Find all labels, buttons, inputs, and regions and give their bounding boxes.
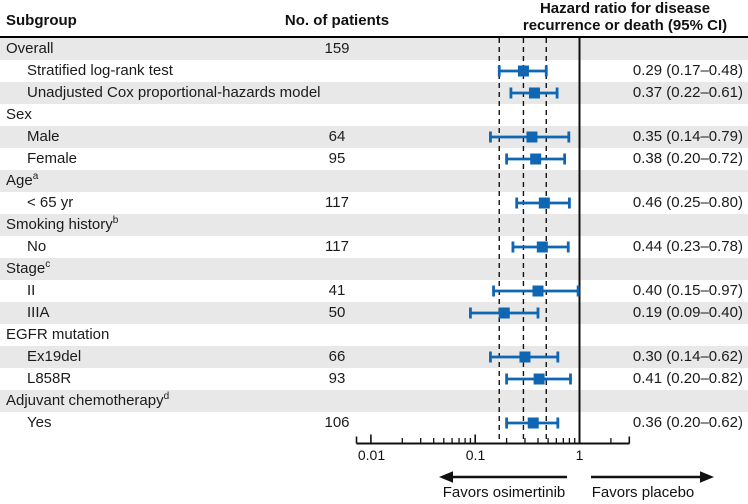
- n-patients-value: 117: [325, 194, 349, 211]
- favors-left-arrowhead: [439, 471, 453, 483]
- axis-tick-1: 1: [575, 447, 584, 463]
- hazard-ratio-ci-value: 0.46 (0.25–0.80): [632, 194, 743, 211]
- hazard-ratio-ci-value: 0.41 (0.20–0.82): [632, 370, 743, 387]
- table-row: Stratified log-rank test 0.29 (0.17–0.48): [0, 60, 748, 82]
- table-row: Ex19del 66 0.30 (0.14–0.62): [0, 346, 748, 368]
- table-row: Stagec: [0, 258, 748, 280]
- table-row: L858R 93 0.41 (0.20–0.82): [0, 368, 748, 390]
- n-patients-value: 106: [324, 414, 350, 431]
- table-row: Female 95 0.38 (0.20–0.72): [0, 148, 748, 170]
- subgroup-label: Stratified log-rank test: [27, 62, 173, 79]
- n-patients-value: 41: [328, 282, 346, 299]
- hazard-ratio-ci-value: 0.44 (0.23–0.78): [632, 238, 743, 255]
- footnote-marker: a: [32, 171, 39, 182]
- n-patients-value: 50: [328, 304, 346, 321]
- table-row: II 41 0.40 (0.15–0.97): [0, 280, 748, 302]
- table-row: Adjuvant chemotherapyd: [0, 390, 748, 412]
- hazard-ratio-ci-value: 0.30 (0.14–0.62): [632, 348, 743, 365]
- header-rule: [0, 36, 748, 38]
- footnote-marker: b: [112, 215, 119, 226]
- axis-tick-0-1: 0.1: [465, 447, 486, 463]
- subgroup-label: < 65 yr: [27, 194, 74, 211]
- hazard-ratio-ci-value: 0.37 (0.22–0.61): [632, 84, 743, 101]
- hazard-ratio-ci-value: 0.38 (0.20–0.72): [632, 150, 743, 167]
- column-header-patients: No. of patients: [284, 12, 390, 29]
- n-patients-value: 117: [325, 238, 349, 255]
- hazard-ratio-ci-value: 0.19 (0.09–0.40): [632, 304, 743, 321]
- subgroup-label: No: [27, 238, 47, 255]
- subgroup-label: IIIA: [27, 304, 50, 321]
- subgroup-label: Stagec: [6, 259, 51, 278]
- table-row: Male 64 0.35 (0.14–0.79): [0, 126, 748, 148]
- subgroup-label: Yes: [27, 414, 52, 431]
- column-header-hazard-ratio: Hazard ratio for disease recurrence or d…: [502, 0, 748, 34]
- hazard-header-line2: recurrence or death (95% CI): [522, 16, 728, 34]
- table-row: Unadjusted Cox proportional-hazards mode…: [0, 82, 748, 104]
- subgroup-label: EGFR mutation: [6, 326, 110, 343]
- favors-osimertinib-label: Favors osimertinib: [442, 484, 566, 501]
- subgroup-label: Sex: [6, 106, 32, 123]
- subgroup-label: Unadjusted Cox proportional-hazards mode…: [27, 84, 321, 101]
- table-row: No 117 0.44 (0.23–0.78): [0, 236, 748, 258]
- table-row: Smoking historyb: [0, 214, 748, 236]
- table-row: Overall 159: [0, 38, 748, 60]
- subgroup-label: Agea: [6, 171, 39, 190]
- subgroup-label: II: [27, 282, 36, 299]
- subgroup-label: Smoking historyb: [6, 215, 119, 234]
- favors-right-arrowhead: [700, 471, 714, 483]
- subgroup-label: L858R: [27, 370, 72, 387]
- n-patients-value: 95: [328, 150, 346, 167]
- hazard-ratio-ci-value: 0.36 (0.20–0.62): [632, 414, 743, 431]
- table-row: Yes 106 0.36 (0.20–0.62): [0, 412, 748, 434]
- footnote-marker: d: [163, 391, 170, 402]
- axis-tick-0-01: 0.01: [357, 447, 386, 463]
- hazard-ratio-ci-value: 0.35 (0.14–0.79): [632, 128, 743, 145]
- hazard-header-line1: Hazard ratio for disease: [539, 0, 711, 17]
- subgroup-label: Female: [27, 150, 78, 167]
- n-patients-value: 64: [328, 128, 346, 145]
- hazard-ratio-ci-value: 0.40 (0.15–0.97): [632, 282, 743, 299]
- favors-placebo-label: Favors placebo: [591, 484, 695, 501]
- table-row: < 65 yr 117 0.46 (0.25–0.80): [0, 192, 748, 214]
- hazard-ratio-ci-value: 0.29 (0.17–0.48): [632, 62, 743, 79]
- subgroup-label: Overall: [6, 40, 54, 57]
- n-patients-value: 93: [328, 370, 346, 387]
- table-row: EGFR mutation: [0, 324, 748, 346]
- footnote-marker: c: [45, 259, 51, 270]
- table-row: Sex: [0, 104, 748, 126]
- n-patients-value: 66: [328, 348, 346, 365]
- column-header-subgroup: Subgroup: [6, 12, 77, 29]
- table-row: IIIA 50 0.19 (0.09–0.40): [0, 302, 748, 324]
- table-row: Agea: [0, 170, 748, 192]
- subgroup-label: Adjuvant chemotherapyd: [6, 391, 170, 410]
- n-patients-value: 159: [324, 40, 350, 57]
- subgroup-label: Ex19del: [27, 348, 82, 365]
- subgroup-label: Male: [27, 128, 60, 145]
